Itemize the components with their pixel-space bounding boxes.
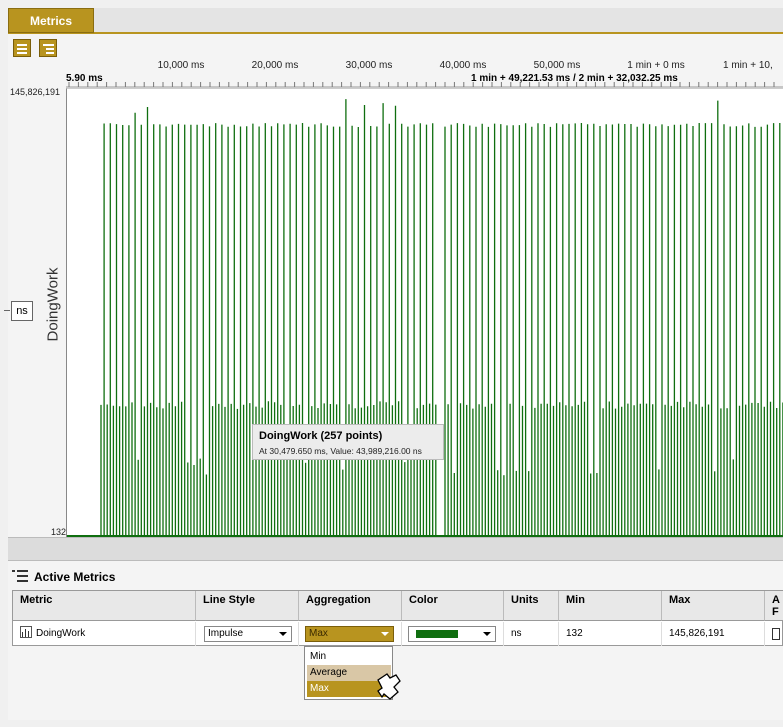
aggregation-value: Max <box>309 628 328 639</box>
color-swatch <box>416 630 458 638</box>
list-icon <box>12 570 28 582</box>
ruler-label: 20,000 ms <box>251 60 299 71</box>
ruler-label: 30,000 ms <box>345 60 393 71</box>
line-style-cell <box>196 622 299 646</box>
metric-name: DoingWork <box>36 628 86 639</box>
ruler-label: 1 min + 0 ms <box>627 60 685 71</box>
y-axis-min-label: 132 <box>51 527 67 537</box>
tab-metrics[interactable]: Metrics <box>8 8 94 33</box>
hand-cursor-icon <box>377 673 401 700</box>
col-header-extra[interactable]: A F <box>765 591 783 621</box>
col-header-color[interactable]: Color <box>402 591 504 621</box>
checkbox[interactable] <box>772 628 780 640</box>
active-metrics-title: Active Metrics <box>34 570 116 584</box>
active-metrics-header: Active Metrics <box>12 566 115 588</box>
ruler-selection-label: 1 min + 49,221.53 ms / 2 min + 32,032.25… <box>471 73 678 84</box>
aggregation-select[interactable]: Max <box>305 626 394 642</box>
metrics-table: Metric Line Style Aggregation Color Unit… <box>12 590 783 646</box>
color-select[interactable] <box>408 626 496 642</box>
chevron-down-icon <box>279 632 287 636</box>
col-header-min[interactable]: Min <box>559 591 662 621</box>
tooltip-detail: At 30,479.650 ms, Value: 43,989,216.00 n… <box>259 446 422 456</box>
max-cell: 145,826,191 <box>662 622 765 646</box>
col-header-metric[interactable]: Metric <box>13 591 196 621</box>
color-cell <box>402 622 504 646</box>
axis-tick <box>4 310 10 311</box>
metric-cell[interactable]: DoingWork <box>13 622 196 646</box>
y-axis-title: DoingWork <box>44 267 62 342</box>
option-average[interactable]: Average <box>307 665 391 681</box>
aggregation-cell <box>299 622 402 646</box>
ruler-label: 10,000 ms <box>157 60 205 71</box>
ruler-label: 50,000 ms <box>533 60 581 71</box>
ruler-label: 40,000 ms <box>439 60 487 71</box>
ruler-label: 1 min + 10, <box>723 60 773 71</box>
tooltip: DoingWork (257 points) At 30,479.650 ms,… <box>252 424 444 460</box>
chevron-down-icon <box>381 632 389 636</box>
ruler-ticks <box>66 82 783 88</box>
option-max[interactable]: Max <box>307 681 391 697</box>
tab-strip <box>8 8 783 34</box>
col-header-aggregation[interactable]: Aggregation <box>299 591 402 621</box>
aggregation-dropdown: Min Average Max <box>304 646 393 700</box>
y-axis-max-label: 145,826,191 <box>10 87 61 97</box>
col-header-units[interactable]: Units <box>504 591 559 621</box>
line-style-value: Impulse <box>208 628 244 639</box>
time-ruler[interactable]: 10,000 ms 20,000 ms 30,000 ms 40,000 ms … <box>66 60 783 88</box>
impulse-chart <box>67 99 783 537</box>
chart-icon <box>20 626 32 638</box>
chevron-down-icon <box>483 632 491 636</box>
splitter[interactable] <box>8 537 783 561</box>
line-style-select[interactable]: Impulse <box>204 626 292 642</box>
unit-box[interactable]: ns <box>11 301 33 321</box>
clipboard-icon[interactable] <box>13 39 31 57</box>
option-min[interactable]: Min <box>310 651 327 662</box>
list-settings-icon[interactable] <box>39 39 57 57</box>
units-cell: ns <box>504 622 559 646</box>
col-header-line-style[interactable]: Line Style <box>196 591 299 621</box>
plot-area[interactable] <box>66 88 783 537</box>
col-header-max[interactable]: Max <box>662 591 765 621</box>
tooltip-title: DoingWork (257 points) <box>259 430 383 442</box>
extra-cell[interactable] <box>765 622 782 646</box>
ruler-start-label: 5.90 ms <box>66 73 103 84</box>
min-cell: 132 <box>559 622 662 646</box>
